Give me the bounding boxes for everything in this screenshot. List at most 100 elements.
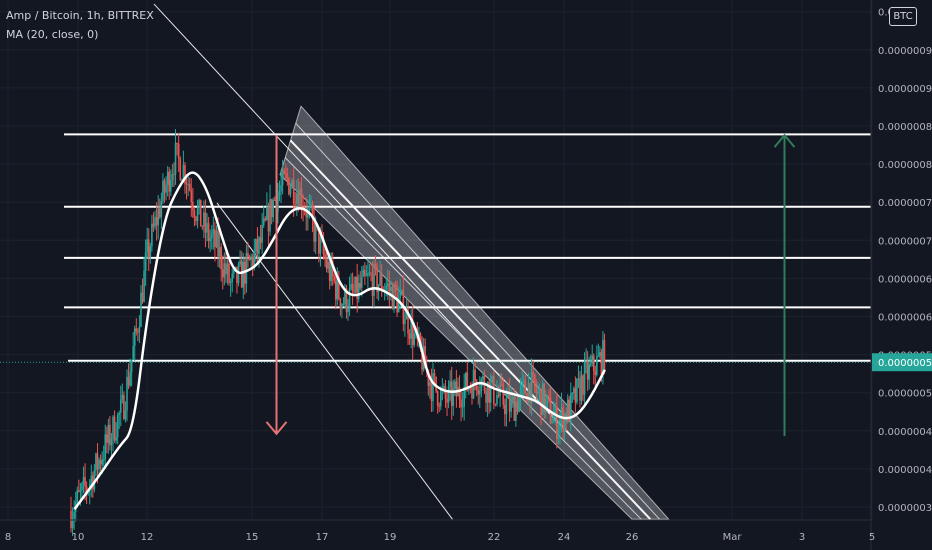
candle-body bbox=[272, 199, 274, 218]
candle-body bbox=[477, 389, 480, 395]
candle-body bbox=[374, 264, 377, 267]
candle-body bbox=[262, 218, 265, 226]
candle-body bbox=[404, 319, 406, 325]
candle-body bbox=[364, 269, 366, 276]
currency-badge[interactable]: BTC bbox=[889, 7, 917, 26]
candle-body bbox=[518, 397, 520, 412]
candle-body bbox=[308, 206, 311, 208]
candle-body bbox=[336, 276, 339, 300]
arrows bbox=[265, 133, 796, 437]
candle-body bbox=[433, 373, 436, 377]
candle-body bbox=[533, 374, 536, 388]
candle-body bbox=[447, 386, 450, 403]
candle-body bbox=[380, 273, 383, 291]
candle-body bbox=[585, 361, 587, 363]
x-tick-label: 5 bbox=[869, 532, 875, 543]
candle-body bbox=[95, 453, 97, 471]
candle-body bbox=[288, 178, 290, 195]
candle-body bbox=[505, 398, 508, 415]
candle-body bbox=[84, 477, 86, 487]
candle-body bbox=[115, 437, 117, 441]
candle-body bbox=[147, 239, 150, 258]
candle-body bbox=[266, 206, 268, 220]
candle-body bbox=[251, 256, 254, 267]
candle-body bbox=[155, 217, 158, 226]
candle-body bbox=[591, 355, 594, 364]
candle-body bbox=[502, 384, 505, 405]
candle-body bbox=[413, 333, 416, 345]
candle-body bbox=[511, 397, 514, 400]
candle-body bbox=[405, 308, 408, 320]
candle-body bbox=[408, 333, 411, 339]
candle-body bbox=[580, 375, 583, 401]
candle-body bbox=[81, 483, 83, 491]
candle-body bbox=[543, 383, 546, 413]
candle-body bbox=[90, 475, 93, 484]
candle-body bbox=[173, 174, 175, 176]
candle-body bbox=[198, 199, 200, 209]
candle-body bbox=[127, 376, 130, 386]
candle-body bbox=[482, 376, 484, 380]
candle-body bbox=[269, 199, 271, 232]
candle-body bbox=[322, 239, 325, 254]
candle-body bbox=[535, 387, 538, 394]
candle-body bbox=[463, 386, 465, 407]
candle-body bbox=[291, 180, 293, 189]
candle-body bbox=[519, 386, 522, 398]
candle-body bbox=[229, 282, 232, 284]
candle-body bbox=[305, 210, 308, 218]
candle-body bbox=[273, 199, 276, 201]
candle-body bbox=[149, 246, 152, 258]
x-tick-label: 15 bbox=[246, 532, 259, 543]
candle-body bbox=[371, 274, 374, 297]
candle-body bbox=[162, 180, 164, 202]
candle-body bbox=[589, 363, 592, 365]
candle-body bbox=[385, 285, 388, 290]
candle-body bbox=[557, 430, 560, 439]
candle-body bbox=[579, 378, 581, 401]
x-tick-label: 3 bbox=[799, 532, 805, 543]
candles bbox=[70, 129, 606, 537]
candle-body bbox=[141, 292, 144, 302]
candle-body bbox=[540, 388, 542, 415]
candle-body bbox=[356, 276, 358, 299]
candle-body bbox=[292, 180, 295, 204]
time-axis: 8 10 12 15 17 19 22 24 26 Mar 3 5 bbox=[5, 532, 875, 543]
candle-body bbox=[347, 308, 349, 312]
candle-body bbox=[239, 260, 241, 265]
candle-body bbox=[280, 185, 282, 192]
y-tick-label: 0.00000085 bbox=[878, 122, 932, 133]
candle-body bbox=[138, 326, 141, 333]
candle-body bbox=[455, 381, 458, 397]
candle-body bbox=[400, 290, 403, 293]
trend-line bbox=[153, 3, 505, 382]
candle-body bbox=[204, 212, 207, 233]
candle-body bbox=[446, 398, 448, 403]
candle-body bbox=[370, 272, 372, 275]
candle-body bbox=[104, 434, 107, 460]
candle-body bbox=[78, 490, 80, 492]
candle-body bbox=[294, 203, 297, 205]
candle-body bbox=[137, 331, 139, 333]
candle-body bbox=[330, 261, 332, 282]
candle-body bbox=[129, 372, 131, 386]
candle-body bbox=[184, 165, 186, 184]
y-tick-label: 0.00000075 bbox=[878, 198, 932, 209]
candle-body bbox=[124, 410, 127, 420]
candle-body bbox=[466, 372, 469, 391]
candle-body bbox=[267, 206, 270, 232]
candle-body bbox=[133, 328, 136, 347]
candle-body bbox=[333, 276, 336, 281]
candle-body bbox=[513, 397, 516, 421]
candle-body bbox=[379, 273, 381, 285]
candle-body bbox=[546, 395, 549, 399]
candle-body bbox=[583, 362, 586, 395]
candle-body bbox=[344, 288, 346, 304]
candle-body bbox=[192, 201, 194, 211]
candle-body bbox=[443, 386, 445, 390]
candle-body bbox=[170, 180, 172, 192]
candle-body bbox=[573, 388, 575, 394]
